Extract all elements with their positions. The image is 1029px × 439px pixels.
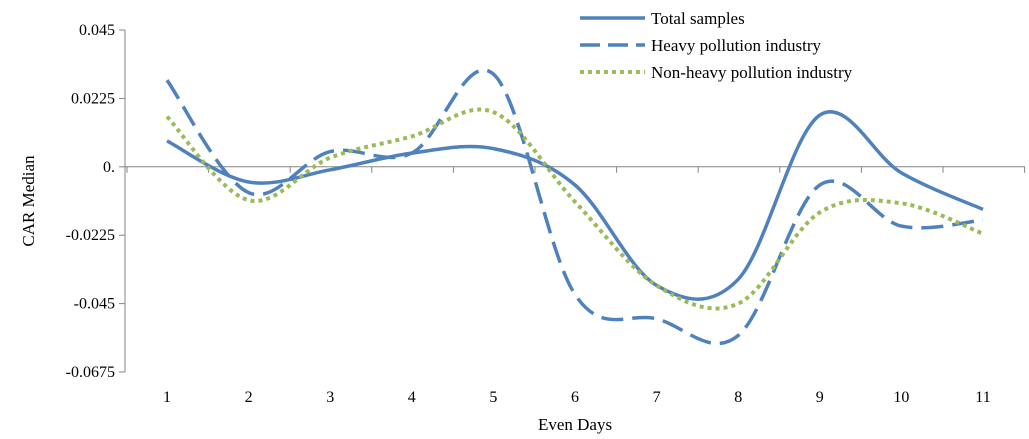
series-line-3 — [165, 107, 984, 311]
x-axis-title: Even Days — [538, 415, 612, 434]
x-tick-label: 7 — [653, 389, 661, 406]
y-tick-label: -0.045 — [74, 296, 115, 313]
y-tick-label: 0.045 — [79, 22, 115, 39]
series-layer — [165, 68, 984, 346]
legend-label-3: Non-heavy pollution industry — [651, 63, 853, 82]
x-tick-label: 1 — [163, 389, 171, 406]
y-tick-label: 0. — [103, 159, 115, 176]
y-tick-label: -0.0675 — [66, 364, 115, 381]
x-tick-label: 9 — [816, 389, 824, 406]
legend-label-2: Heavy pollution industry — [651, 36, 821, 55]
legend: Total samples Heavy pollution industry Non… — [580, 9, 853, 82]
series-line-2 — [165, 68, 984, 346]
x-tick-label: 8 — [734, 389, 742, 406]
series-line-1 — [166, 110, 984, 301]
x-tick-label: 2 — [245, 389, 253, 406]
x-tick-label: 3 — [326, 389, 334, 406]
x-tick-label: 10 — [893, 389, 909, 406]
y-axis-title: CAR Median — [19, 155, 38, 247]
x-tick-label: 11 — [975, 389, 990, 406]
y-tick-label: 0.0225 — [71, 90, 115, 107]
x-tick-label: 5 — [489, 389, 497, 406]
x-tick-label: 6 — [571, 389, 579, 406]
chart-axes: 0.045 0.0225 0. -0.0225 -0.045 -0.0675 1 2 3 4 5 6 7… — [66, 22, 1026, 406]
x-tick-label: 4 — [408, 389, 416, 406]
legend-label-1: Total samples — [651, 9, 745, 28]
y-tick-label: -0.0225 — [66, 227, 115, 244]
